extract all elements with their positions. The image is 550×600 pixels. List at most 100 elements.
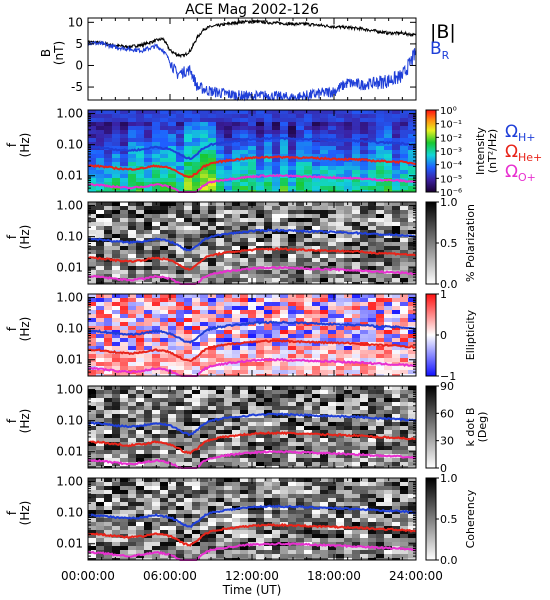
spectrogram-cell (376, 422, 384, 426)
spectrogram-cell (344, 246, 352, 250)
spectrogram-cell (368, 134, 376, 138)
spectrogram-cell (96, 234, 104, 238)
spectrogram-cell (336, 398, 344, 402)
spectrogram-cell (208, 478, 216, 482)
spectrogram-cell (192, 110, 200, 114)
spectrogram-cell (144, 206, 152, 210)
spectrogram-cell (320, 190, 328, 192)
spectrogram-cell (304, 162, 312, 166)
spectrogram-cell (240, 418, 248, 422)
spectrogram-cell (224, 438, 232, 442)
spectrogram-cell (280, 238, 288, 242)
spectrogram-cell (200, 482, 208, 486)
spectrogram-cell (104, 494, 112, 498)
spectrogram-cell (184, 482, 192, 486)
spectrogram-cell (304, 190, 312, 192)
spectrogram-cell (168, 338, 176, 342)
spectrogram-cell (96, 190, 104, 192)
spectrogram-cell (112, 250, 120, 254)
spectrogram-cell (344, 406, 352, 410)
spectrogram-cell (176, 326, 184, 330)
spectrogram-cell (120, 418, 128, 422)
spectrogram-cell (120, 258, 128, 262)
spectrogram-cell (120, 234, 128, 238)
spectrogram-cell (256, 190, 264, 192)
spectrogram-cell (376, 222, 384, 226)
spectrogram-cell (224, 518, 232, 522)
spectrogram-cell (96, 258, 104, 262)
spectrogram-cell (336, 306, 344, 310)
spectrogram-cell (296, 422, 304, 426)
spectrogram-cell (240, 246, 248, 250)
spectrogram-cell (384, 166, 392, 170)
spectrogram-cell (280, 510, 288, 514)
spectrogram-cell (168, 170, 176, 174)
spectrogram-cell (344, 310, 352, 314)
spectrogram-cell (376, 226, 384, 230)
spectrogram-cell (272, 430, 280, 434)
spectrogram-cell (120, 142, 128, 146)
spectrogram-cell (304, 478, 312, 482)
spectrogram-cell (128, 374, 136, 376)
spectrogram-cell (344, 346, 352, 350)
spectrogram-cell (240, 262, 248, 266)
spectrogram-cell (232, 310, 240, 314)
spectrogram-cell (352, 530, 360, 534)
spectrogram-cell (168, 434, 176, 438)
spectrogram-cell (304, 134, 312, 138)
spectrogram-cell (408, 150, 416, 154)
spectrogram-cell (256, 326, 264, 330)
spectrogram-cell (304, 278, 312, 282)
spectrogram-cell (296, 362, 304, 366)
spectrogram-cell (96, 394, 104, 398)
spectrogram-cell (360, 422, 368, 426)
spectrogram-cell (360, 450, 368, 454)
spectrogram-cell (288, 454, 296, 458)
spectrogram-cell (208, 386, 216, 390)
spectrogram-cell (104, 490, 112, 494)
y-axis-label-line: f (5, 234, 19, 239)
spectrogram-cell (128, 354, 136, 358)
spectrogram-cell (408, 366, 416, 370)
spectrogram-cell (256, 306, 264, 310)
spectrogram-cell (264, 114, 272, 118)
spectrogram-cell (200, 158, 208, 162)
spectrogram-cell (296, 242, 304, 246)
spectrogram-cell (344, 242, 352, 246)
spectrogram-cell (344, 514, 352, 518)
spectrogram-cell (320, 498, 328, 502)
spectrogram-cell (192, 166, 200, 170)
spectrogram-cell (160, 434, 168, 438)
spectrogram-cell (288, 222, 296, 226)
spectrogram-cell (264, 538, 272, 542)
spectrogram-cell (160, 202, 168, 206)
spectrogram-cell (312, 186, 320, 190)
spectrogram-cell (216, 258, 224, 262)
spectrogram-cell (328, 426, 336, 430)
spectrogram-cell (224, 514, 232, 518)
spectrogram-cell (160, 158, 168, 162)
spectrogram-cell (216, 314, 224, 318)
spectrogram-cell (176, 302, 184, 306)
spectrogram-cell (336, 482, 344, 486)
spectrogram-cell (288, 134, 296, 138)
spectrogram-cell (328, 482, 336, 486)
spectrogram-cell (216, 438, 224, 442)
spectrogram-cell (384, 250, 392, 254)
spectrogram-cell (408, 330, 416, 334)
spectrogram-cell (144, 110, 152, 114)
spectrogram-cell (360, 406, 368, 410)
spectrogram-cell (312, 462, 320, 466)
spectrogram-cell (352, 126, 360, 130)
spectrogram-cell (104, 302, 112, 306)
spectrogram-cell (256, 218, 264, 222)
spectrogram-cell (96, 418, 104, 422)
spectrogram-cell (168, 282, 176, 284)
spectrogram-cell (320, 246, 328, 250)
spectrogram-cell (296, 486, 304, 490)
spectrogram-cell (240, 298, 248, 302)
spectrogram-cell (88, 538, 96, 542)
spectrogram-cell (144, 326, 152, 330)
spectrogram-cell (360, 478, 368, 482)
spectrogram-cell (248, 550, 256, 554)
